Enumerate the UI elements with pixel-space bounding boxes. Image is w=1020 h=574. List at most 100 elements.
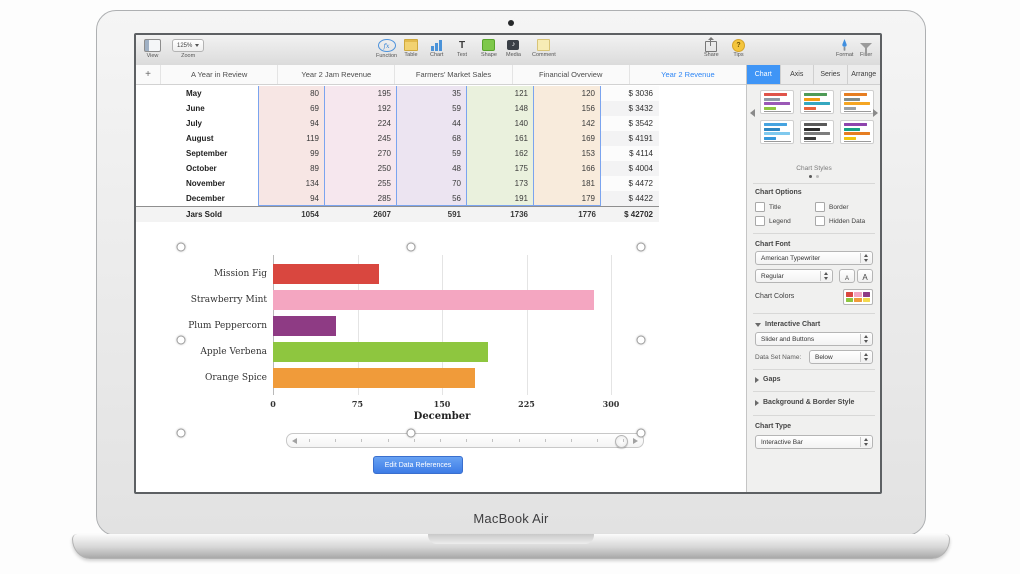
table-cell[interactable]: 94 [258, 191, 324, 206]
table-cell[interactable]: 148 [466, 101, 533, 116]
selection-handle[interactable] [176, 428, 186, 438]
data-set-name-select[interactable]: Below [809, 350, 873, 364]
table-cell[interactable]: 119 [258, 131, 324, 146]
table-cell[interactable]: 191 [466, 191, 533, 206]
sheet-tab[interactable]: Financial Overview [511, 65, 629, 84]
background-border-disclosure[interactable]: Background & Border Style [755, 399, 854, 406]
selection-handle[interactable] [406, 242, 416, 252]
table-cell[interactable]: 195 [324, 86, 396, 101]
table-cell[interactable]: 134 [258, 176, 324, 191]
view-button[interactable]: View [144, 39, 161, 59]
table-cell[interactable]: 121 [466, 86, 533, 101]
page-dot[interactable] [816, 175, 819, 178]
media-button[interactable]: ♪ Media [506, 40, 521, 58]
interactive-chart-disclosure[interactable]: Interactive Chart [755, 321, 820, 328]
table-cell[interactable]: 169 [533, 131, 601, 146]
table-cell[interactable]: 94 [258, 116, 324, 131]
interactive-chart-slider[interactable] [286, 433, 644, 448]
sidebar-tab-axis[interactable]: Axis [781, 65, 814, 84]
chart-bar[interactable] [273, 290, 595, 310]
chart-bar[interactable] [273, 264, 379, 284]
table-cell[interactable]: 48 [396, 161, 466, 176]
table-cell[interactable]: 166 [533, 161, 601, 176]
table-cell[interactable]: 162 [466, 146, 533, 161]
page-dot[interactable] [809, 175, 812, 178]
table-cell[interactable]: 35 [396, 86, 466, 101]
selection-handle[interactable] [636, 242, 646, 252]
table-cell[interactable]: 270 [324, 146, 396, 161]
add-sheet-button[interactable]: + [145, 69, 151, 80]
comment-button[interactable]: Comment [532, 39, 556, 58]
chart-style-thumbnail[interactable] [840, 120, 874, 144]
share-button[interactable]: Share [704, 36, 719, 58]
styles-page-dots[interactable] [747, 175, 880, 178]
chart-style-thumbnail[interactable] [800, 120, 834, 144]
revenue-cell[interactable]: $ 3542 [601, 116, 659, 131]
table-cell[interactable]: 70 [396, 176, 466, 191]
function-button[interactable]: fx Function [376, 39, 397, 59]
table-cell[interactable]: 179 [533, 191, 601, 206]
selection-handle[interactable] [176, 335, 186, 345]
revenue-cell[interactable]: $ 4422 [601, 191, 659, 206]
interactive-control-select[interactable]: Slider and Buttons [755, 332, 873, 346]
sheet-tab[interactable]: Farmers’ Market Sales [394, 65, 511, 84]
table-cell[interactable]: 245 [324, 131, 396, 146]
revenue-cell[interactable]: $ 3036 [601, 86, 659, 101]
font-smaller-button[interactable]: A [839, 269, 855, 283]
checkbox-title[interactable]: Title [755, 202, 781, 212]
sheet-tab[interactable]: Year 2 Revenue [628, 65, 746, 84]
gaps-disclosure[interactable]: Gaps [755, 376, 781, 383]
table-cell[interactable]: 181 [533, 176, 601, 191]
chart-type-select[interactable]: Interactive Bar [755, 435, 873, 449]
table-cell[interactable]: 59 [396, 146, 466, 161]
revenue-cell[interactable]: $ 4472 [601, 176, 659, 191]
chart-style-thumbnail[interactable] [800, 90, 834, 114]
zoom-control[interactable]: 125% Zoom [172, 39, 205, 59]
sidebar-tab-chart[interactable]: Chart [747, 65, 781, 84]
font-family-select[interactable]: American Typewriter [755, 251, 873, 265]
chart-style-thumbnail[interactable] [760, 120, 794, 144]
table-cell[interactable]: 120 [533, 86, 601, 101]
chart[interactable]: 0 75 150 225 300 December Mission Fig Strawbe… [176, 242, 646, 438]
checkbox-hidden-data[interactable]: Hidden Data [815, 216, 865, 226]
table-cell[interactable]: 250 [324, 161, 396, 176]
sheet-tab[interactable]: A Year in Review [160, 65, 277, 84]
zoom-select[interactable]: 125% [172, 39, 205, 52]
table-cell[interactable]: 173 [466, 176, 533, 191]
font-style-select[interactable]: Regular [755, 269, 833, 283]
shape-button[interactable]: Shape [481, 39, 497, 58]
edit-data-references-button[interactable]: Edit Data References [373, 456, 463, 474]
sheet-tab[interactable]: Year 2 Jam Revenue [277, 65, 394, 84]
table-cell[interactable]: 285 [324, 191, 396, 206]
slider-left-arrow-icon[interactable] [292, 437, 297, 444]
selection-handle[interactable] [406, 428, 416, 438]
checkbox-box[interactable] [815, 216, 825, 226]
chart-bar[interactable] [273, 316, 337, 336]
chart-style-thumbnail[interactable] [760, 90, 794, 114]
chart-colors-swatch-button[interactable] [843, 289, 873, 305]
revenue-cell[interactable]: $ 4004 [601, 161, 659, 176]
table-cell[interactable]: 175 [466, 161, 533, 176]
table-cell[interactable]: 44 [396, 116, 466, 131]
table-cell[interactable]: 140 [466, 116, 533, 131]
chart-button[interactable]: Chart [430, 39, 443, 58]
checkbox-border[interactable]: Border [815, 202, 849, 212]
revenue-cell[interactable]: $ 3432 [601, 101, 659, 116]
table-cell[interactable]: 153 [533, 146, 601, 161]
revenue-cell[interactable]: $ 4191 [601, 131, 659, 146]
table-cell[interactable]: 59 [396, 101, 466, 116]
slider-knob[interactable] [615, 434, 628, 448]
styles-next-icon[interactable] [873, 109, 878, 117]
chart-style-thumbnail[interactable] [840, 90, 874, 114]
text-button[interactable]: T Text [457, 39, 468, 59]
table-cell[interactable]: 89 [258, 161, 324, 176]
sidebar-tab-series[interactable]: Series [814, 65, 848, 84]
table-cell[interactable]: 161 [466, 131, 533, 146]
revenue-cell[interactable]: $ 4114 [601, 146, 659, 161]
checkbox-box[interactable] [755, 216, 765, 226]
styles-prev-icon[interactable] [750, 109, 755, 117]
table-cell[interactable]: 56 [396, 191, 466, 206]
checkbox-box[interactable] [755, 202, 765, 212]
table-cell[interactable]: 99 [258, 146, 324, 161]
table-cell[interactable]: 156 [533, 101, 601, 116]
